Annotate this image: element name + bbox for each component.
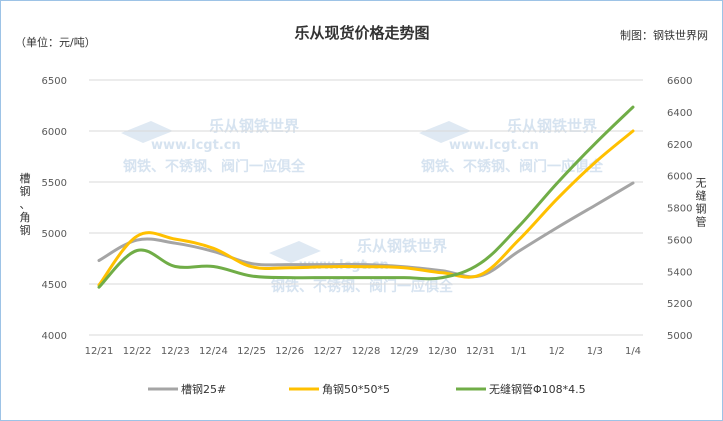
y-tick-right-label: 5200: [667, 299, 692, 310]
series-line-2: [97, 129, 635, 287]
y-tick-left-label: 4500: [42, 280, 67, 291]
watermark-slogan: 钢铁、不锈钢、阀门一应俱全: [421, 158, 604, 175]
x-tick-label: 12/31: [466, 346, 495, 357]
watermark-slogan: 钢铁、不锈钢、阀门一应俱全: [123, 158, 306, 175]
y-tick-right-label: 5400: [667, 267, 692, 278]
x-tick-label: 12/28: [352, 346, 381, 357]
x-tick-label: 12/21: [85, 346, 114, 357]
y-tick-left-label: 6500: [42, 76, 67, 87]
x-tick-label: 12/29: [390, 346, 419, 357]
watermark-domain: www.lcgt.cn: [449, 138, 539, 153]
y-tick-left-label: 4000: [42, 331, 67, 342]
series-line-3: [97, 105, 635, 289]
x-tick-label: 12/26: [275, 346, 304, 357]
y-ticks-left: 4000 4500 5000 5500 6000 6500: [42, 76, 67, 342]
y-tick-right-label: 6600: [667, 76, 692, 87]
watermark-1: 乐从钢铁世界 www.lcgt.cn 钢铁、不锈钢、阀门一应俱全: [121, 117, 306, 175]
watermark-2: 乐从钢铁世界 www.lcgt.cn 钢铁、不锈钢、阀门一应俱全: [419, 117, 604, 175]
y-tick-right-label: 5800: [667, 204, 692, 215]
watermark-layer: 乐从钢铁世界 www.lcgt.cn 钢铁、不锈钢、阀门一应俱全 乐从钢铁世界 …: [121, 117, 604, 295]
legend-label: 槽钢25#: [181, 383, 226, 396]
y-axis-right-label: 无缝钢管: [696, 177, 707, 229]
y-tick-left-label: 5000: [42, 229, 67, 240]
chart-title: 乐从现货价格走势图: [294, 24, 429, 42]
y-tick-right-label: 6000: [667, 172, 692, 183]
watermark-brand: 乐从钢铁世界: [209, 117, 299, 135]
y-tick-right-label: 5000: [667, 331, 692, 342]
x-tick-label: 12/25: [237, 346, 266, 357]
x-ticks: 12/21 12/22 12/23 12/24 12/25 12/26 12/27 12/28…: [85, 346, 641, 357]
y-tick-left-label: 6000: [42, 127, 67, 138]
series-lines: [97, 105, 635, 289]
y-tick-right-label: 5600: [667, 235, 692, 246]
watermark-brand: 乐从钢铁世界: [357, 237, 447, 255]
x-tick-label: 12/27: [313, 346, 342, 357]
legend-label: 无缝钢管Φ108*4.5: [489, 382, 586, 396]
y-axis-left-label: 槽钢、角钢: [20, 172, 31, 237]
y-tick-right-label: 6400: [667, 108, 692, 119]
watermark-slogan: 钢铁、不锈钢、阀门一应俱全: [271, 278, 454, 295]
unit-label: （单位：元/吨）: [15, 35, 96, 49]
x-tick-label: 12/24: [199, 346, 228, 357]
y-ticks-right: 5000 5200 5400 5600 5800 6000 6200 6400 6600: [667, 76, 692, 342]
x-tick-label: 1/2: [549, 346, 565, 357]
x-tick-label: 12/22: [123, 346, 152, 357]
legend-label: 角钢50*50*5: [322, 383, 390, 396]
gridlines: [89, 79, 643, 336]
y-tick-left-label: 5500: [42, 178, 67, 189]
series-line-1: [97, 181, 635, 279]
x-tick-label: 1/4: [625, 346, 641, 357]
watermark-brand: 乐从钢铁世界: [507, 117, 597, 135]
x-tick-label: 12/23: [161, 346, 190, 357]
x-tick-label: 1/1: [511, 346, 527, 357]
legend: 槽钢25# 角钢50*50*5 无缝钢管Φ108*4.5: [148, 382, 586, 396]
source-label: 制图：钢铁世界网: [620, 29, 708, 42]
x-tick-label: 1/3: [587, 346, 603, 357]
x-tick-label: 12/30: [428, 346, 457, 357]
watermark-domain: www.lcgt.cn: [151, 138, 241, 153]
y-tick-right-label: 6200: [667, 140, 692, 151]
